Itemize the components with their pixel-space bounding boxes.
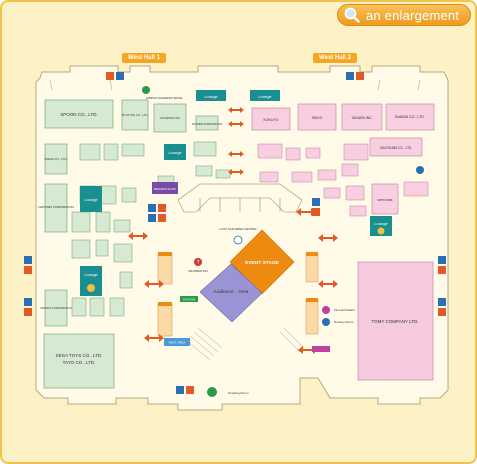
nursery-icon bbox=[322, 318, 330, 326]
booth-spoon[interactable] bbox=[44, 99, 114, 129]
lounge-label-1: Lounge bbox=[204, 94, 218, 99]
lounge-2 bbox=[250, 90, 280, 101]
hall-tag-west-2: West Hall 2 bbox=[313, 53, 357, 63]
lounge-label-2: Lounge bbox=[258, 94, 272, 99]
center-booth-headers bbox=[158, 252, 318, 306]
smoking-icon bbox=[207, 387, 217, 397]
lounge-6 bbox=[370, 216, 392, 236]
booth-label-seiko: SEIKO bbox=[312, 116, 323, 120]
lounges: Lounge Lounge Lounge Lounge Lounge Loung… bbox=[80, 90, 392, 296]
nursery-label: Nursery Room bbox=[334, 320, 354, 324]
booth-label-ikeda: IKEDA CO., LTD. bbox=[45, 157, 68, 161]
booth-label-agatsuma: AGATSUMA CO., LTD. bbox=[380, 146, 413, 150]
booth-ikeda[interactable] bbox=[44, 143, 68, 175]
audience-area bbox=[199, 263, 263, 323]
nursery-tag bbox=[312, 346, 330, 352]
booth-yamada[interactable] bbox=[44, 289, 68, 327]
booth-label-spoon: SPOON CO., LTD. bbox=[60, 112, 97, 117]
booth-label-tomy: TOMY COMPANY LTD. bbox=[371, 319, 418, 324]
first-aid-icon bbox=[322, 306, 330, 314]
station-label: STATION bbox=[183, 298, 196, 302]
stairs bbox=[185, 327, 305, 361]
booth-label-pilot: PILOT INK CO., LTD. bbox=[122, 113, 149, 117]
station-tag bbox=[180, 296, 198, 302]
booth-agatsuma[interactable] bbox=[369, 137, 423, 157]
first-aid-label: First aid Station bbox=[334, 308, 355, 312]
booth-kokuyo[interactable] bbox=[251, 107, 291, 131]
booth-label-aoshima: AOSHIMA CORPORATION bbox=[192, 123, 223, 126]
booth-label-sega: SEGA TOYS CO., LTD. bbox=[56, 353, 103, 358]
lounge-4 bbox=[80, 186, 102, 212]
booth-label-kokuyo: KOKUYO bbox=[264, 118, 279, 122]
booth-seiko[interactable] bbox=[297, 103, 337, 131]
brand-shop bbox=[152, 182, 178, 194]
booth-tomy[interactable] bbox=[357, 261, 434, 381]
campus-label: CAMPUS CHILDREN'S SPACE bbox=[146, 96, 183, 100]
hall-tag-west-1: West Hall 1 bbox=[122, 53, 166, 63]
booth-label-tayo: TAYO CO., LTD. bbox=[63, 360, 96, 365]
booth-label-bandai: BANDAI CO., LTD. bbox=[395, 115, 425, 119]
rest-area bbox=[164, 338, 190, 346]
restroom-icon bbox=[24, 72, 446, 394]
info-icon bbox=[194, 258, 202, 266]
booth-happinet[interactable] bbox=[44, 183, 68, 233]
event-stage-label: EVENT STAGE bbox=[245, 260, 279, 266]
lounge-5-dot bbox=[87, 284, 95, 292]
central-entrance bbox=[177, 183, 303, 213]
lounge-label-6: Lounge bbox=[374, 221, 388, 226]
booth-sega[interactable] bbox=[43, 333, 115, 389]
booth-label-yamada: YAMADA CORPORATION bbox=[40, 306, 73, 310]
lounge-1 bbox=[196, 90, 226, 101]
lounge-5 bbox=[80, 266, 102, 296]
rest-area-label: REST AREA bbox=[169, 341, 186, 345]
booth-label-nipponbk: NIPPONBK bbox=[377, 198, 393, 202]
brand-shop-label: BRANDS SHOP bbox=[154, 187, 176, 191]
booth-bandai[interactable] bbox=[385, 103, 435, 131]
campus-icon bbox=[142, 86, 150, 94]
info-icon-glyph: ? bbox=[197, 260, 200, 266]
lounge-6-dot bbox=[377, 227, 385, 235]
window-ticks bbox=[49, 79, 421, 91]
lounge-label-5: Lounge bbox=[84, 272, 98, 277]
lost-children-label: LOST CHILDREN CENTER bbox=[219, 227, 257, 231]
booth-takara[interactable] bbox=[341, 103, 383, 131]
center-booths bbox=[157, 253, 319, 337]
small-booths-right bbox=[257, 143, 429, 217]
lost-children-icon bbox=[233, 235, 243, 245]
magnifier-icon bbox=[344, 7, 360, 23]
booth-label-happinet: HAPPINET CORPORATION bbox=[38, 205, 73, 209]
booth-label-takara: TAKARA INC. bbox=[351, 116, 373, 120]
booth-nipponbk[interactable] bbox=[371, 183, 399, 215]
wheelchair-icon bbox=[416, 166, 424, 174]
booth-pilot[interactable] bbox=[121, 99, 149, 131]
lounge-label-3: Lounge bbox=[168, 150, 182, 155]
smoking-room-label: Smoking Room bbox=[228, 391, 249, 395]
small-booths-left bbox=[71, 141, 231, 317]
enlargement-button[interactable]: an enlargement bbox=[337, 4, 471, 26]
booth-aoshima[interactable] bbox=[195, 115, 219, 131]
enlargement-label: an enlargement bbox=[366, 7, 460, 23]
audience-area-label: Audience Area bbox=[214, 289, 249, 295]
booth-juguetes[interactable] bbox=[153, 103, 187, 133]
lounge-3 bbox=[164, 144, 186, 160]
lounge-label-4: Lounge bbox=[84, 197, 98, 202]
booth-label-juguetes: JUGUETES INC. bbox=[159, 116, 181, 120]
information-label: INFORMATION bbox=[188, 269, 207, 273]
